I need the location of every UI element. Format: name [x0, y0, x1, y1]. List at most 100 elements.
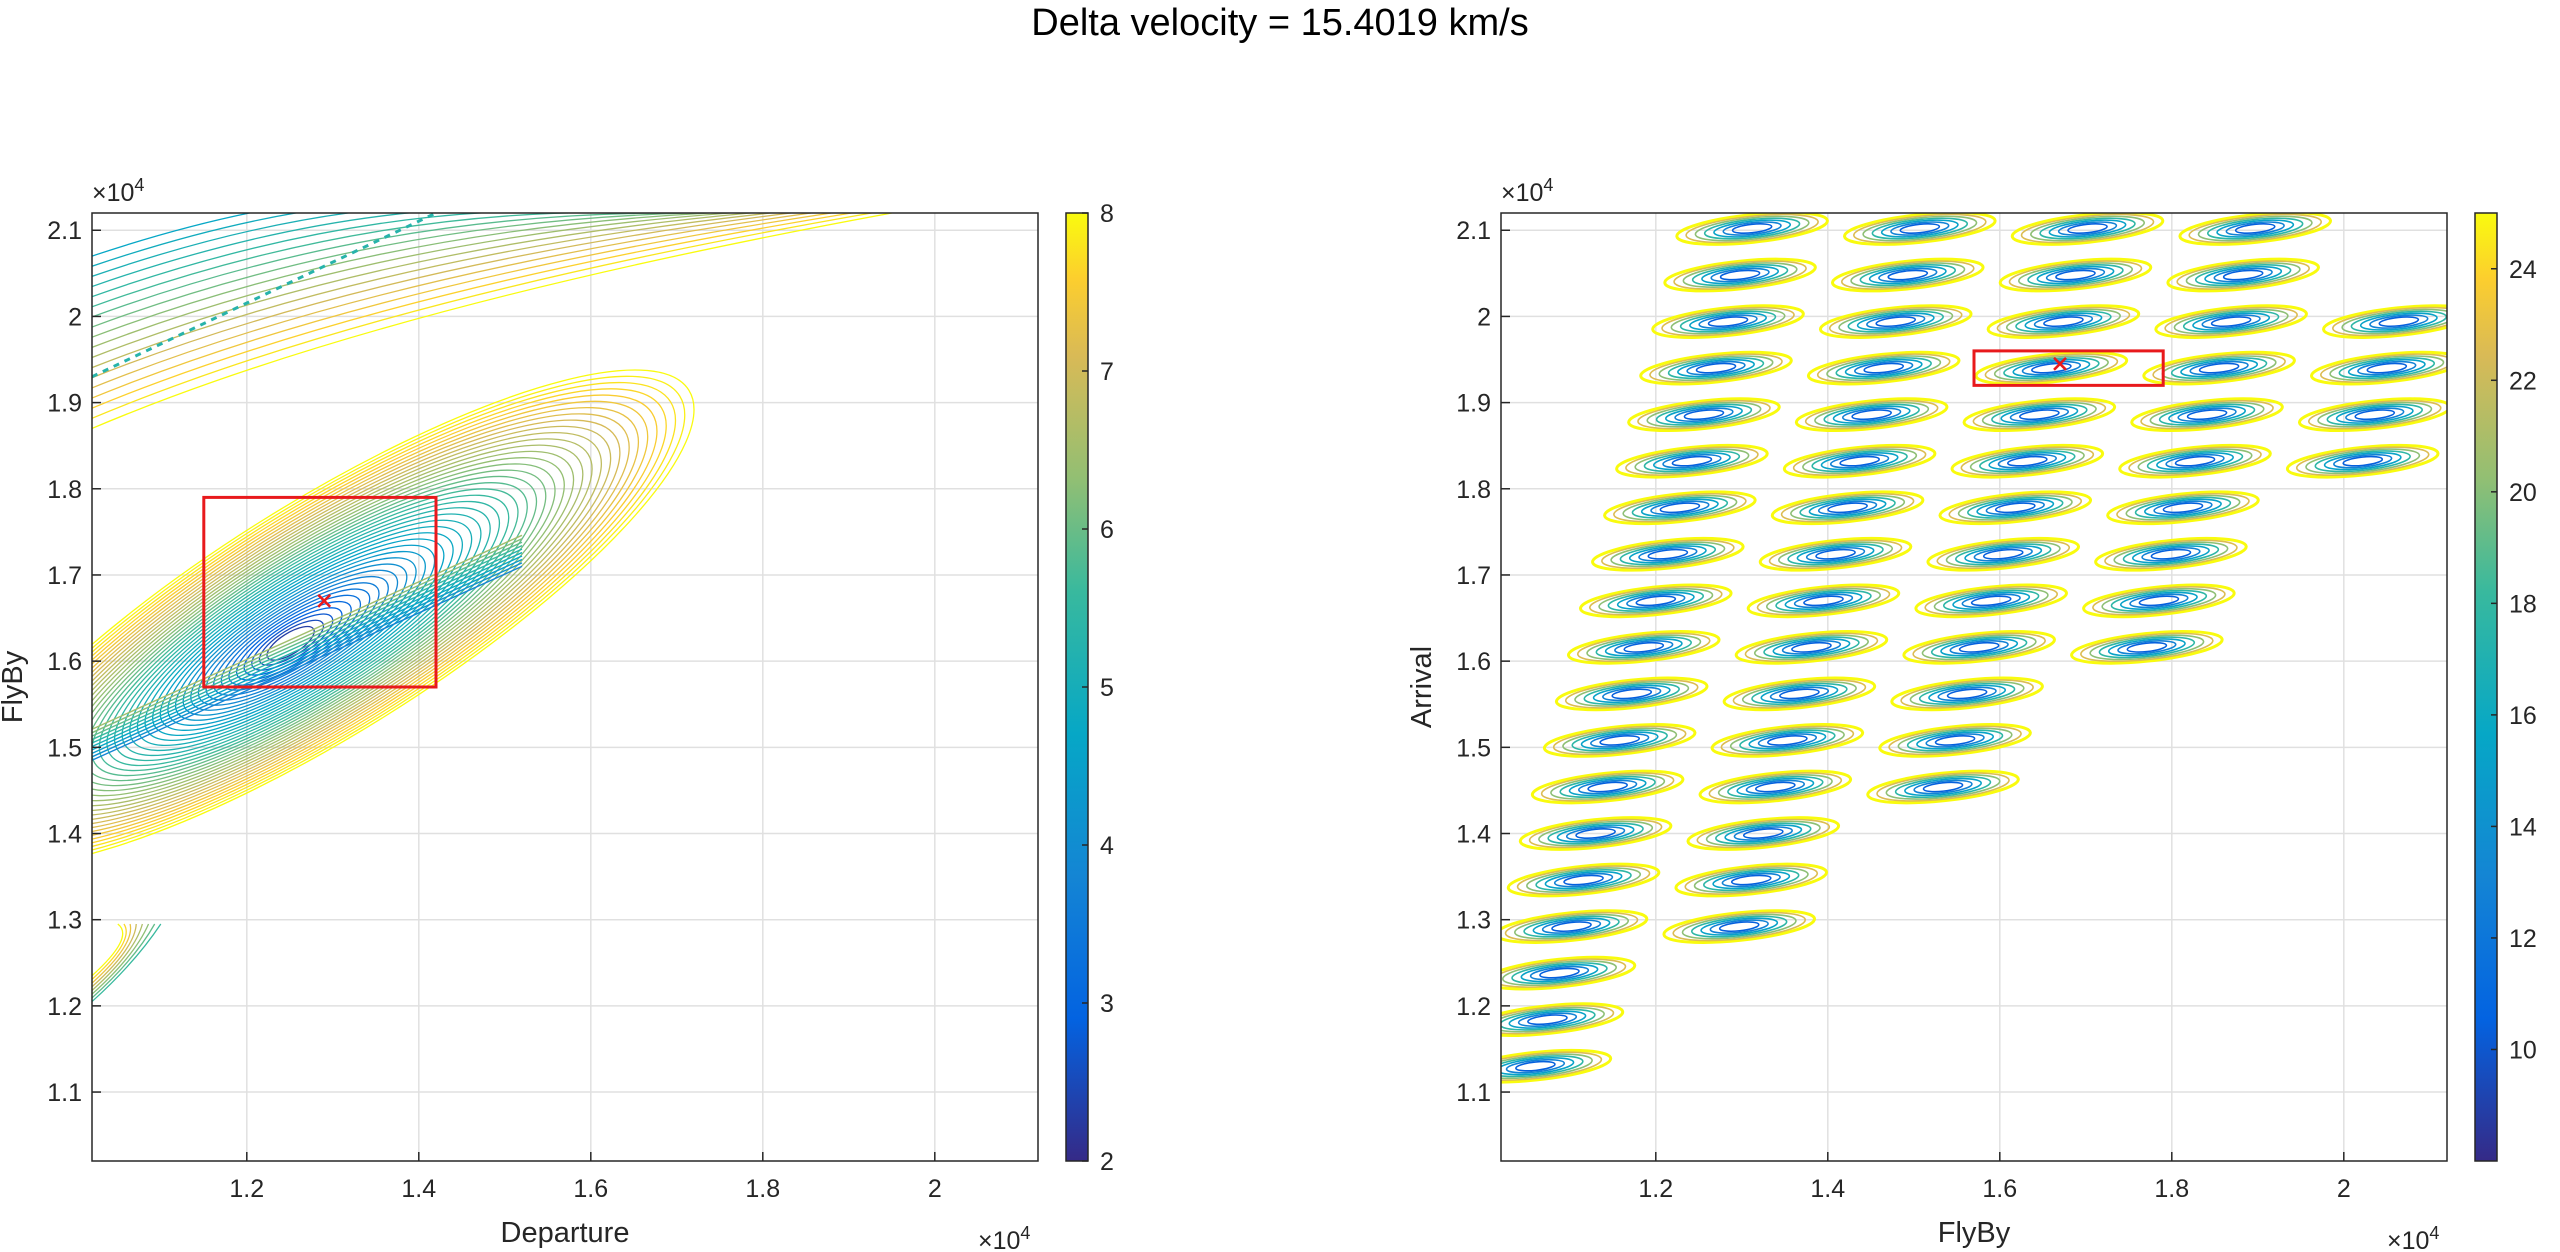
y-tick-label: 2.1: [1456, 217, 1491, 245]
contour-line: [1528, 818, 1663, 849]
x-tick-label: 2: [2337, 1175, 2351, 1203]
contour-line: [2048, 219, 2127, 238]
contour-line: [1551, 921, 1592, 933]
contour-line: [2178, 213, 2332, 246]
contour-line: [2003, 357, 2100, 380]
contour-line: [2110, 589, 2208, 612]
contour-line: [1672, 911, 1807, 942]
contour-line: [92, 541, 523, 737]
contour-line: [2189, 360, 2249, 376]
contour-line: [2017, 262, 2133, 288]
contour-line: [2116, 492, 2250, 523]
contour-line: [2170, 357, 2268, 380]
contour-line: [1844, 358, 1923, 378]
contour-line: [1928, 684, 2007, 704]
contour-line: [1899, 223, 1941, 234]
contour-line: [2008, 260, 2143, 290]
contour-line: [1763, 636, 1860, 659]
contour-line: [1575, 828, 1616, 839]
contour-line: [92, 213, 872, 419]
contour-line: [1526, 867, 1642, 893]
contour-line: [92, 438, 593, 812]
contour-line: [1635, 595, 1677, 607]
contour-line: [1709, 919, 1769, 934]
contour-line: [1887, 269, 1929, 281]
contour-line: [1539, 967, 1580, 979]
contour-line: [1843, 213, 1997, 246]
contour-line: [1691, 264, 1789, 287]
contour-line: [2055, 269, 2096, 281]
contour-line: [1501, 958, 1627, 988]
x-tick-label: 1.4: [401, 1175, 436, 1203]
contour-line: [1957, 494, 2073, 521]
contour-line: [1602, 686, 1662, 702]
contour-line: [2012, 358, 2091, 378]
contour-line: [92, 213, 569, 267]
contour-line: [1614, 640, 1674, 655]
contour-line: [2031, 362, 2072, 374]
x-tick-label: 1.8: [2154, 1175, 2189, 1203]
contour-line: [1818, 304, 1973, 339]
contour-line: [1897, 727, 2013, 754]
contour-line: [1767, 734, 1808, 746]
contour-line: [1794, 397, 1949, 432]
y-tick-label: 1.3: [1456, 907, 1491, 935]
contour-line: [1662, 453, 1722, 469]
contour-line: [2106, 490, 2260, 526]
colorbar-tick-label: 3: [1100, 990, 1114, 1018]
contour-line: [2140, 399, 2274, 430]
contour-line: [1587, 781, 1628, 793]
contour-line: [1580, 731, 1659, 750]
contour-line: [1691, 915, 1788, 938]
contour-line: [1571, 729, 1668, 752]
contour-line: [2033, 314, 2094, 329]
contour-line: [1914, 583, 2068, 619]
contour-line: [1854, 360, 1914, 376]
contour-line: [1744, 632, 1879, 663]
contour-line: [1924, 586, 2058, 616]
contour-line: [2149, 401, 2265, 428]
contour-line: [1650, 500, 1710, 516]
contour-line: [2320, 353, 2447, 383]
contour-line: [1816, 353, 1951, 383]
contour-line: [92, 431, 602, 817]
x-axis-exponent-power: 4: [2429, 1223, 2439, 1243]
contour-line: [92, 475, 538, 782]
contour-line: [2317, 401, 2433, 428]
contour-line: [1787, 543, 1884, 566]
contour-line: [1579, 583, 1733, 619]
contour-line: [1805, 546, 1866, 562]
contour-line: [2128, 446, 2262, 476]
contour-line: [1693, 867, 1809, 893]
contour-line: [2015, 310, 2112, 333]
contour-line: [1674, 407, 1734, 422]
contour-line: [1938, 490, 2093, 526]
contour-line: [1912, 632, 2046, 663]
contour-line: [1627, 397, 1781, 432]
contour-line: [2125, 494, 2241, 521]
contour-line: [1530, 769, 1685, 805]
contour-line: [167, 544, 436, 726]
contour-line: [213, 582, 380, 696]
contour-line: [92, 534, 523, 730]
contour-line: [1937, 686, 1997, 702]
colorbar-tick-label: 8: [1100, 200, 1114, 228]
colorbar: [2474, 212, 2498, 1162]
contour-line: [1652, 452, 1731, 471]
contour-line: [92, 463, 556, 792]
contour-line: [1993, 355, 2109, 382]
contour-line: [1613, 492, 1747, 523]
contour-line: [1679, 310, 1777, 333]
contour-line: [1779, 688, 1820, 700]
contour-line: [1760, 684, 1839, 704]
contour-line: [2297, 397, 2447, 432]
contour-line: [2176, 260, 2310, 290]
minimum-marker: [2053, 356, 2067, 371]
contour-line: [1958, 641, 2000, 653]
contour-line: [1601, 539, 1735, 570]
contour-line: [1603, 490, 1757, 526]
contour-line: [1808, 498, 1887, 517]
contour-line: [1717, 774, 1833, 800]
contour-line: [2174, 455, 2216, 467]
contour-line: [1698, 769, 1853, 805]
